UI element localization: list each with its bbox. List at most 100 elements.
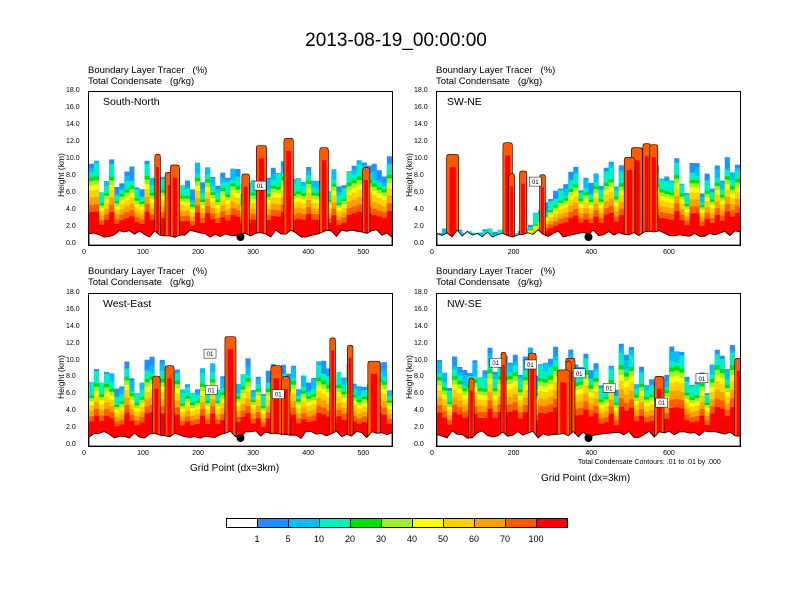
y-axis-label: Height (km) — [56, 153, 66, 197]
y-tick-label: 6.0 — [66, 189, 76, 196]
colorbar-swatch — [288, 518, 320, 528]
colorbar-swatch — [381, 518, 413, 528]
panel-name: South-North — [103, 96, 160, 108]
condensate-contour — [164, 365, 175, 446]
tower-core — [510, 186, 514, 245]
tower-core — [651, 157, 656, 245]
y-axis-label: Height (km) — [404, 355, 414, 399]
plot-area: 01 South-North — [88, 91, 393, 246]
tower-core — [657, 388, 662, 446]
colorbar-label: 20 — [344, 534, 355, 544]
colorbar-label: 5 — [285, 534, 291, 544]
tower-core — [521, 183, 525, 245]
colorbar-label: 10 — [313, 534, 324, 544]
condensate-contour — [539, 174, 546, 245]
y-tick-label: 14.0 — [414, 121, 428, 128]
condensate-contour — [256, 145, 267, 245]
y-tick-label: 14.0 — [66, 121, 80, 128]
x-tick-label: 300 — [247, 249, 259, 256]
x-tick-label: 200 — [192, 249, 204, 256]
svg-text:01: 01 — [275, 393, 282, 399]
subtitle-line2: Total Condensate (g/kg) — [436, 277, 543, 288]
subtitle-line1: Boundary Layer Tracer (%) — [436, 266, 556, 277]
condensate-contour — [446, 154, 460, 245]
tower-core — [502, 364, 505, 446]
location-marker — [584, 233, 593, 241]
panel-name: SW-NE — [447, 96, 482, 108]
tower-core — [370, 373, 378, 446]
contour-label: 01 — [695, 373, 709, 384]
condensate-contour — [241, 173, 250, 245]
heatmap-svg: 01 — [437, 142, 740, 245]
y-tick-label: 10.0 — [414, 155, 428, 162]
colorbar-swatch — [474, 518, 506, 528]
tower-core — [227, 349, 234, 446]
colorbar-label: 50 — [437, 534, 448, 544]
subtitle-line2: Total Condensate (g/kg) — [88, 277, 195, 288]
colorbar-label: 100 — [528, 534, 544, 544]
y-tick-label: 18.0 — [66, 289, 80, 296]
x-tick-label: 400 — [302, 249, 315, 256]
tower-core — [449, 167, 456, 245]
x-tick-label: 200 — [507, 249, 520, 256]
condensate-contour — [152, 375, 161, 446]
condensate-contour — [734, 358, 740, 446]
colorbar-swatch — [536, 518, 568, 528]
x-tick-label: 400 — [585, 249, 598, 256]
y-tick-label: 2.0 — [66, 424, 76, 432]
colorbar-label: 1 — [254, 534, 260, 544]
tower-core — [470, 390, 473, 446]
condensate-contour — [319, 147, 329, 245]
y-tick-label: 14.0 — [66, 322, 80, 330]
svg-text:01: 01 — [527, 363, 534, 369]
x-tick-label: 200 — [192, 450, 204, 457]
y-tick-label: 8.0 — [414, 373, 424, 381]
y-axis-label: Height (km) — [404, 153, 414, 197]
contour-label: 01 — [529, 176, 542, 187]
contour-label: 01 — [271, 389, 285, 399]
svg-text:01: 01 — [207, 352, 214, 358]
tower-core — [167, 378, 172, 446]
condensate-contour — [527, 352, 537, 446]
contour-label: 01 — [489, 357, 502, 368]
tower-core — [644, 156, 649, 245]
colorbar-label: 70 — [499, 534, 510, 544]
x-tick-label: 600 — [663, 450, 675, 457]
condensate-contour — [224, 336, 237, 446]
x-tick-label: 100 — [137, 450, 149, 457]
tower-core — [172, 177, 178, 245]
condensate-contour — [154, 153, 161, 245]
tower-core — [322, 160, 327, 245]
y-tick-label: 8.0 — [66, 373, 76, 381]
condensate-contour — [281, 376, 291, 446]
tower-core — [541, 187, 544, 245]
subtitle-line1: Boundary Layer Tracer (%) — [88, 266, 208, 277]
heatmap-svg: 01 01 01 01 01 01 — [437, 343, 740, 446]
x-tick-label: 600 — [663, 249, 675, 256]
x-axis-label: Grid Point (dx=3km) — [541, 473, 631, 484]
colorbar-swatch — [257, 518, 289, 528]
y-tick-label: 12.0 — [414, 339, 428, 347]
condensate-contour — [649, 144, 659, 245]
contour-label: 01 — [655, 397, 668, 408]
subtitle-line1: Boundary Layer Tracer (%) — [436, 65, 556, 76]
condensate-contour — [367, 360, 381, 446]
tower-core — [530, 365, 535, 446]
y-tick-label: 0.0 — [66, 240, 76, 247]
colorbar-swatch — [412, 518, 444, 528]
y-tick-label: 18.0 — [66, 87, 80, 94]
y-tick-label: 8.0 — [66, 172, 76, 179]
x-tick-label: 0 — [82, 249, 86, 256]
svg-text:01: 01 — [492, 361, 499, 367]
y-tick-label: 10.0 — [66, 155, 80, 162]
y-tick-label: 4.0 — [414, 206, 424, 213]
tower-core — [560, 382, 567, 446]
svg-text:01: 01 — [257, 184, 264, 190]
tower-core — [273, 378, 279, 446]
tower-core — [626, 170, 633, 245]
svg-text:01: 01 — [208, 388, 215, 394]
colorbar-label: 60 — [468, 534, 479, 544]
y-tick-label: 0.0 — [66, 441, 76, 448]
y-tick-label: 12.0 — [66, 339, 80, 347]
subtitle-line2: Total Condensate (g/kg) — [436, 76, 543, 87]
